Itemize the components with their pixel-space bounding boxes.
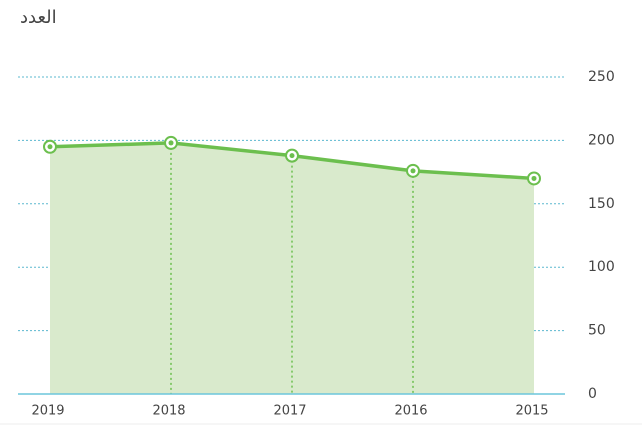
x-tick-label: 2016 [394,404,427,419]
y-axis-label: العدد [20,7,57,28]
y-tick-label: 100 [588,259,615,275]
x-tick-label: 2018 [152,404,185,419]
point-dot [289,153,295,159]
point-dot [47,144,53,150]
y-tick-label: 50 [588,323,606,339]
y-tick-label: 250 [588,69,615,85]
y-tick-label: 0 [588,386,597,402]
y-tick-label: 150 [588,196,615,212]
x-tick-label: 2019 [31,404,64,419]
point-dot [531,175,537,181]
point-dot [168,140,174,146]
y-tick-label: 200 [588,132,615,148]
x-tick-label: 2017 [273,404,306,419]
point-dot [410,168,416,174]
x-tick-label: 2015 [515,404,548,419]
